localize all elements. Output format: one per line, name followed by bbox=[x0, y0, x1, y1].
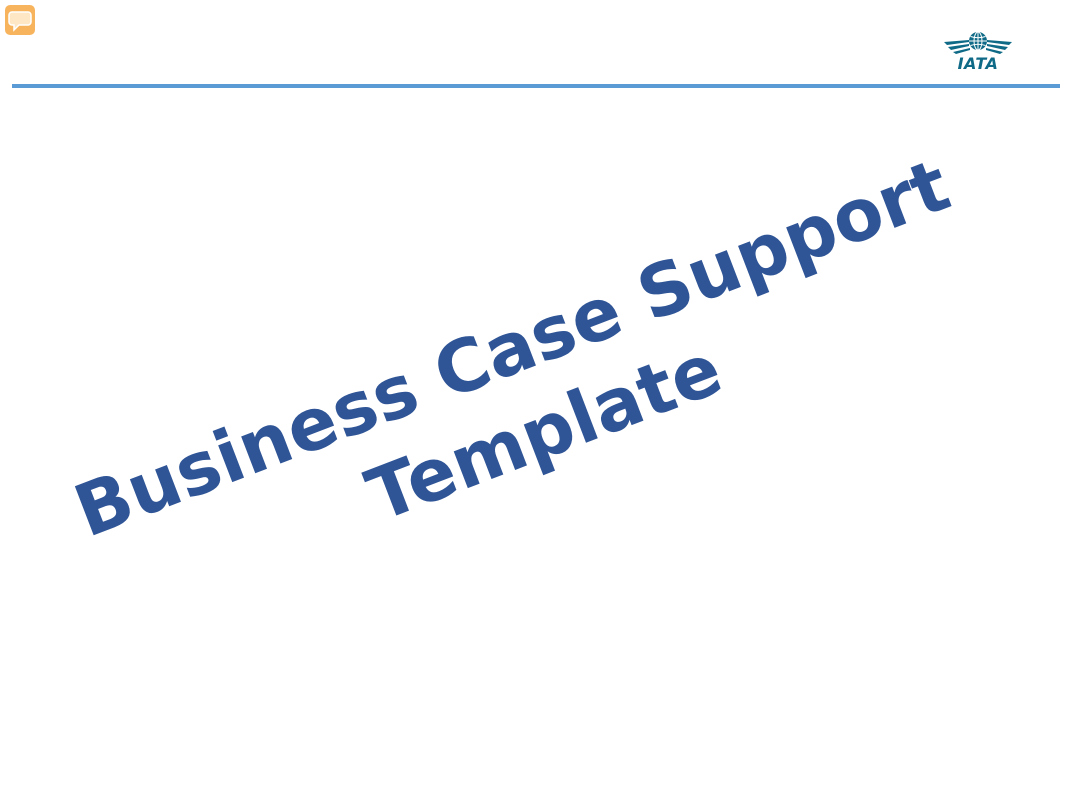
iata-logo: IATA bbox=[942, 28, 1014, 74]
slide-title: Business Case Support Template bbox=[57, 138, 999, 643]
header-divider bbox=[12, 84, 1060, 88]
globe-wings-icon bbox=[944, 31, 1012, 54]
logo-text: IATA bbox=[957, 54, 999, 73]
comment-icon[interactable] bbox=[4, 4, 36, 36]
